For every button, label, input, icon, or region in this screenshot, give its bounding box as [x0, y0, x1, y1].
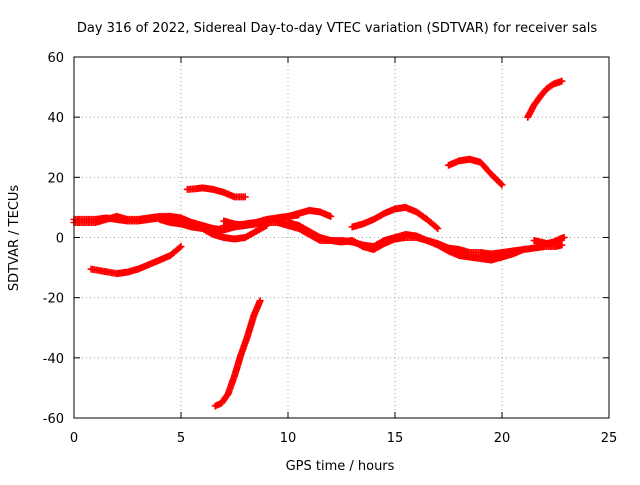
series-track-i	[87, 243, 185, 278]
y-tick-label: 40	[47, 111, 64, 126]
axis-ticks: 0 5 10 15 20 25 -60 -40 -20 0 20 40 60	[43, 51, 618, 446]
x-tick-label: 15	[387, 431, 404, 446]
data-point-markers	[87, 243, 185, 278]
y-tick-label: 0	[56, 232, 64, 247]
data-point-markers	[211, 297, 264, 410]
data-point-markers	[524, 77, 566, 121]
x-tick-label: 25	[601, 431, 618, 446]
x-tick-label: 0	[70, 431, 78, 446]
series-track-j	[211, 297, 264, 410]
data-point-markers	[445, 155, 506, 189]
data-point-markers	[348, 203, 442, 232]
y-tick-label: -60	[43, 412, 64, 427]
y-tick-label: 60	[47, 51, 64, 66]
data-point-markers	[183, 184, 249, 201]
data-point-markers	[273, 219, 527, 264]
y-tick-label: 20	[47, 171, 64, 186]
series-track-h	[220, 211, 303, 229]
x-tick-label: 20	[494, 431, 511, 446]
y-tick-label: -20	[43, 292, 64, 307]
series-track-k	[445, 155, 506, 189]
data-point-markers	[220, 211, 303, 229]
y-axis-title: SDTVAR / TECUs	[7, 185, 22, 292]
chart-title: Day 316 of 2022, Sidereal Day-to-day VTE…	[77, 21, 597, 36]
series-track-e	[273, 219, 527, 264]
x-tick-label: 5	[177, 431, 185, 446]
y-tick-label: -40	[43, 352, 64, 367]
series-track-m	[530, 234, 568, 247]
series-track-l	[524, 77, 566, 121]
data-point-markers	[530, 234, 568, 247]
x-tick-label: 10	[280, 431, 297, 446]
x-axis-title: GPS time / hours	[286, 459, 395, 474]
series-track-f	[348, 203, 442, 232]
data-points	[70, 77, 568, 410]
series-track-g	[183, 184, 249, 201]
